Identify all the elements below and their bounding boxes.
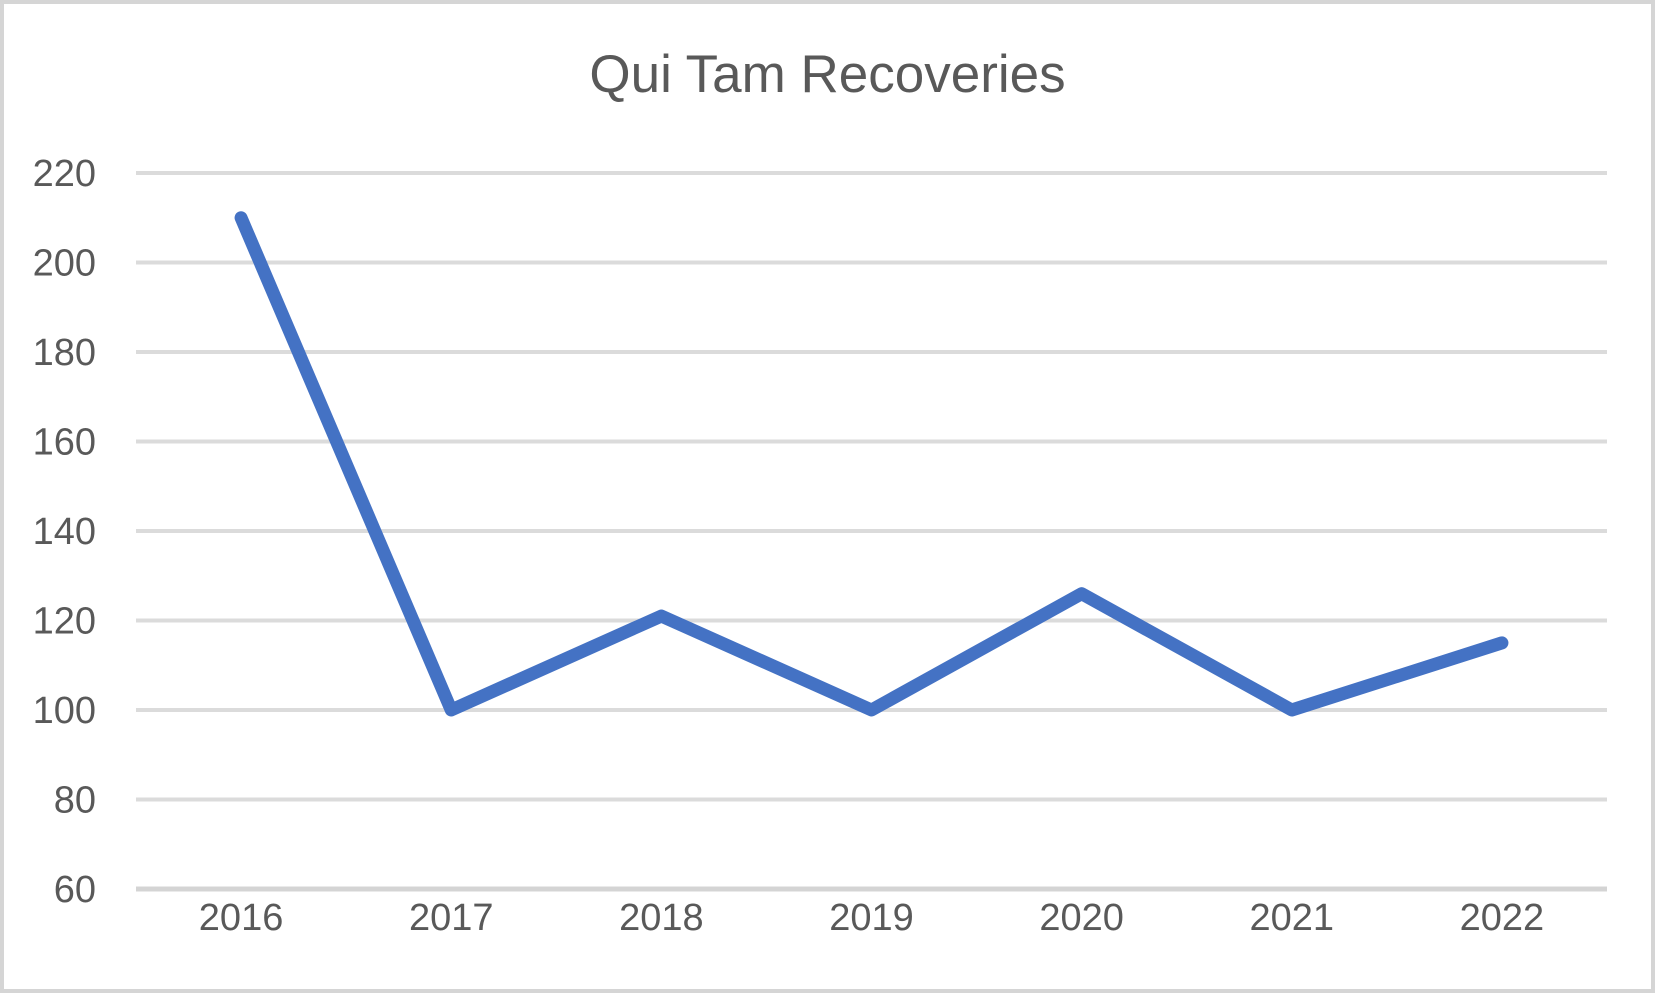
chart-title: Qui Tam Recoveries	[589, 45, 1066, 104]
x-tick-label: 2018	[619, 897, 704, 939]
y-tick-label: 180	[33, 332, 96, 374]
line-chart: 60 80 100 120 140 160 180 200 220 2016 2017 2018 201…	[33, 153, 1607, 939]
x-tick-label: 2017	[409, 897, 494, 939]
y-tick-label: 60	[54, 869, 96, 911]
y-tick-label: 220	[33, 153, 96, 195]
x-tick-label: 2020	[1039, 897, 1124, 939]
series-line	[234, 211, 1509, 717]
x-tick-label: 2016	[199, 897, 284, 939]
x-tick-label: 2022	[1460, 897, 1545, 939]
x-tick-label: 2021	[1250, 897, 1335, 939]
y-tick-label: 140	[33, 511, 96, 553]
y-tick-label: 120	[33, 601, 96, 643]
y-tick-label: 100	[33, 690, 96, 732]
y-tick-label: 80	[54, 780, 96, 822]
x-tick-label: 2019	[829, 897, 914, 939]
y-tick-label: 200	[33, 243, 96, 285]
y-tick-label: 160	[33, 422, 96, 464]
